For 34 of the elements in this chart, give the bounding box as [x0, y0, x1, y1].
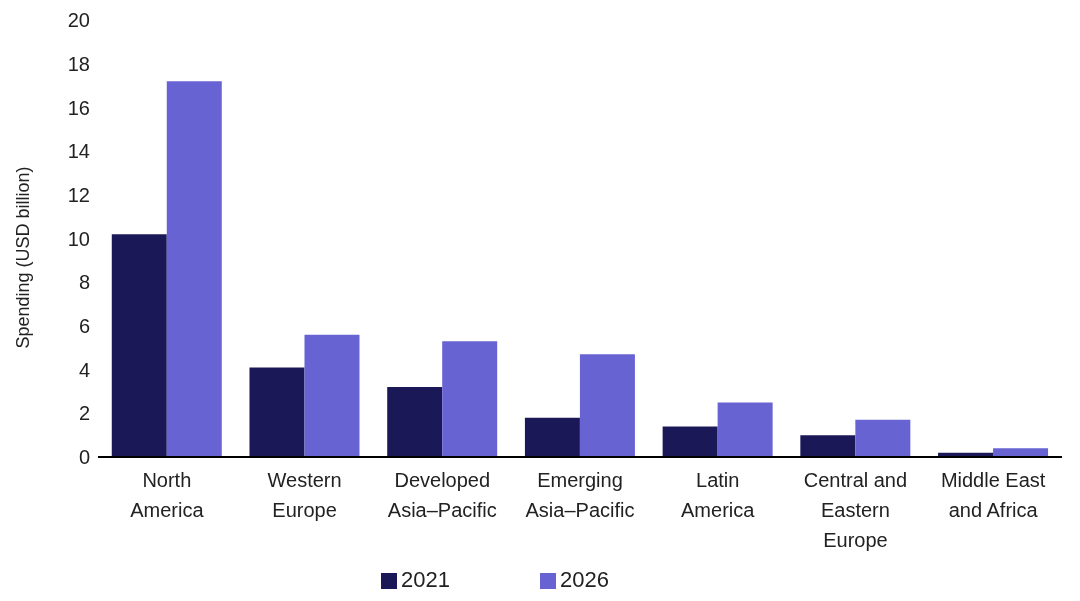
bar	[166, 81, 222, 457]
x-tick-label: Western Europe	[267, 469, 342, 521]
bar	[111, 234, 167, 457]
bar	[855, 419, 911, 457]
y-tick-label: 16	[67, 96, 90, 119]
y-tick-label: 8	[78, 271, 90, 294]
bar	[249, 367, 305, 457]
x-tick-label: North America	[130, 469, 205, 521]
bar	[442, 341, 498, 457]
bar	[579, 354, 635, 457]
x-tick-label: Developed Asia–Pacific	[387, 469, 497, 521]
x-tick-label: Latin America	[681, 469, 756, 521]
y-tick-label: 6	[78, 315, 90, 337]
x-tick-label: Emerging Asia–Pacific	[525, 469, 635, 521]
y-tick-label: 12	[67, 183, 90, 206]
bar	[304, 334, 360, 457]
legend-label: 2021	[401, 567, 450, 592]
y-tick-label: 4	[78, 358, 90, 381]
y-tick-label: 14	[67, 140, 90, 163]
bar	[662, 426, 718, 457]
bar	[993, 448, 1049, 457]
bar	[800, 435, 856, 457]
bar	[387, 387, 443, 457]
y-tick-label: 18	[67, 52, 90, 75]
bar	[524, 417, 580, 457]
y-tick-label: 2	[78, 402, 90, 425]
y-tick-label: 20	[67, 9, 90, 32]
y-tick-label: 10	[67, 227, 90, 250]
y-axis-title: Spending (USD billion)	[13, 166, 34, 349]
legend-label: 2026	[560, 567, 609, 592]
x-tick-label: Middle East and Africa	[940, 469, 1046, 521]
y-tick-label: 0	[78, 446, 90, 469]
bar	[717, 402, 773, 457]
x-tick-label: Central and Eastern Europe	[803, 469, 908, 551]
